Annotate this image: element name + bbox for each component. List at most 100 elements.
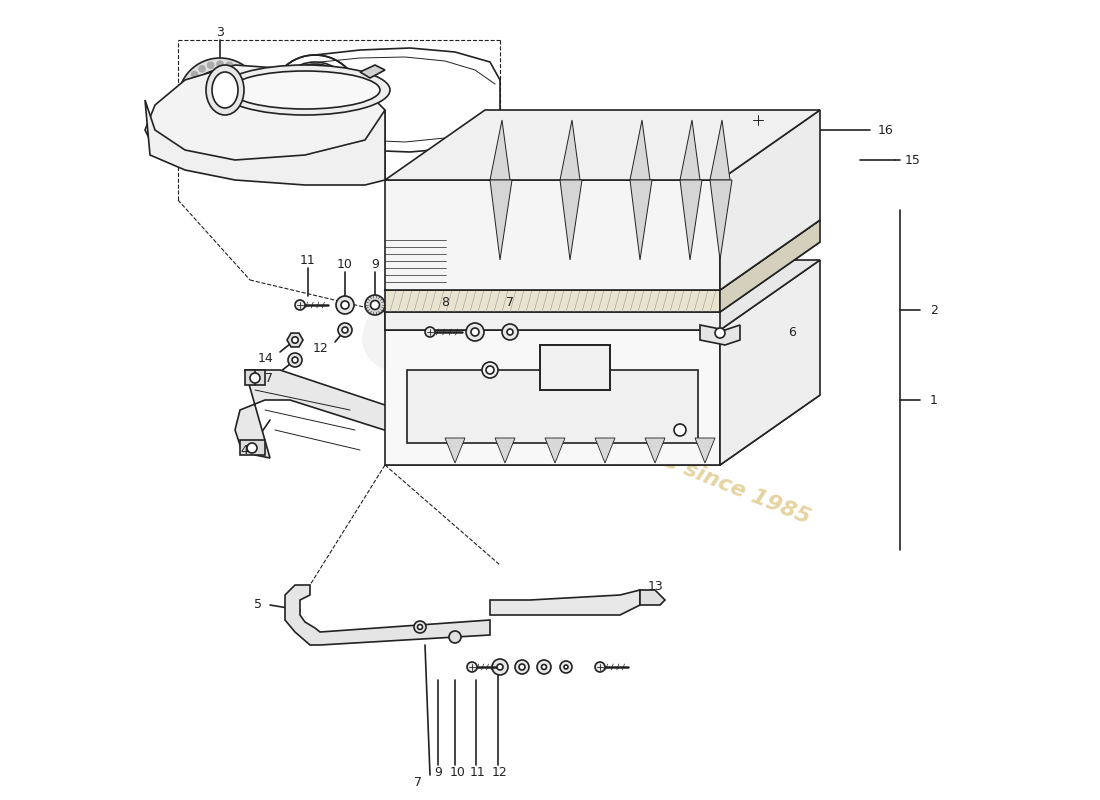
Circle shape xyxy=(560,661,572,673)
Circle shape xyxy=(250,373,260,383)
Ellipse shape xyxy=(230,71,380,109)
Text: 15: 15 xyxy=(905,154,921,166)
Circle shape xyxy=(249,79,254,85)
Polygon shape xyxy=(680,120,700,180)
Circle shape xyxy=(182,97,187,103)
Polygon shape xyxy=(645,438,665,463)
Circle shape xyxy=(292,337,298,343)
Circle shape xyxy=(191,71,198,78)
Circle shape xyxy=(497,664,503,670)
Polygon shape xyxy=(235,370,430,458)
Text: 4: 4 xyxy=(240,443,248,457)
Circle shape xyxy=(468,662,477,672)
Polygon shape xyxy=(560,120,580,180)
Circle shape xyxy=(341,301,349,309)
Circle shape xyxy=(541,665,547,670)
Circle shape xyxy=(466,323,484,341)
Circle shape xyxy=(208,132,213,138)
Circle shape xyxy=(242,122,249,129)
Text: 11: 11 xyxy=(300,254,316,266)
Ellipse shape xyxy=(212,72,238,108)
Circle shape xyxy=(235,128,241,134)
Text: 7: 7 xyxy=(414,775,422,789)
Polygon shape xyxy=(245,370,265,385)
Polygon shape xyxy=(595,438,615,463)
Text: 7: 7 xyxy=(506,297,514,310)
Circle shape xyxy=(415,423,425,433)
Circle shape xyxy=(252,88,257,94)
Polygon shape xyxy=(640,590,666,605)
Circle shape xyxy=(248,443,257,453)
Circle shape xyxy=(190,70,250,130)
Circle shape xyxy=(199,66,205,72)
Polygon shape xyxy=(360,65,385,78)
Polygon shape xyxy=(544,438,565,463)
Polygon shape xyxy=(680,180,702,260)
Circle shape xyxy=(502,324,518,340)
Circle shape xyxy=(342,327,348,333)
Circle shape xyxy=(492,659,508,675)
Polygon shape xyxy=(385,312,720,330)
Circle shape xyxy=(242,71,249,78)
Text: euro: euro xyxy=(341,247,759,493)
Circle shape xyxy=(198,78,242,122)
Polygon shape xyxy=(385,290,720,312)
Polygon shape xyxy=(385,330,720,465)
Ellipse shape xyxy=(220,65,390,115)
Text: 5: 5 xyxy=(254,598,262,611)
Polygon shape xyxy=(720,220,820,312)
Circle shape xyxy=(186,115,191,121)
Circle shape xyxy=(425,327,435,337)
Circle shape xyxy=(270,55,360,145)
Circle shape xyxy=(227,62,232,68)
Circle shape xyxy=(507,329,513,335)
Circle shape xyxy=(537,660,551,674)
Text: 7: 7 xyxy=(265,371,273,385)
Circle shape xyxy=(183,88,188,94)
Text: 8: 8 xyxy=(441,297,449,310)
Circle shape xyxy=(365,295,385,315)
Text: a passion for cars since 1985: a passion for cars since 1985 xyxy=(466,372,813,528)
Polygon shape xyxy=(446,438,465,463)
Circle shape xyxy=(183,106,188,112)
Polygon shape xyxy=(490,590,640,615)
Text: 14: 14 xyxy=(257,351,273,365)
Text: 10: 10 xyxy=(450,766,466,778)
Circle shape xyxy=(287,72,343,128)
Circle shape xyxy=(217,61,223,67)
Circle shape xyxy=(371,301,380,310)
Text: 16: 16 xyxy=(878,123,893,137)
Circle shape xyxy=(449,631,461,643)
Circle shape xyxy=(519,664,525,670)
Circle shape xyxy=(564,665,568,669)
Polygon shape xyxy=(145,65,385,180)
Circle shape xyxy=(595,662,605,672)
Circle shape xyxy=(288,353,302,367)
Polygon shape xyxy=(630,180,652,260)
Circle shape xyxy=(450,632,460,642)
Polygon shape xyxy=(720,260,820,465)
Polygon shape xyxy=(490,180,512,260)
Polygon shape xyxy=(240,440,265,455)
Polygon shape xyxy=(700,325,740,345)
Circle shape xyxy=(208,62,213,68)
Polygon shape xyxy=(710,120,730,180)
Circle shape xyxy=(212,92,228,108)
Circle shape xyxy=(178,58,262,142)
Circle shape xyxy=(206,86,234,114)
Circle shape xyxy=(199,128,205,134)
Circle shape xyxy=(715,328,725,338)
Polygon shape xyxy=(710,180,732,260)
Text: 9: 9 xyxy=(371,258,378,271)
Text: 11: 11 xyxy=(470,766,486,778)
Circle shape xyxy=(249,115,254,121)
Polygon shape xyxy=(720,110,820,290)
Circle shape xyxy=(418,625,422,630)
Polygon shape xyxy=(560,180,582,260)
Circle shape xyxy=(486,366,494,374)
Text: 3: 3 xyxy=(216,26,224,38)
Polygon shape xyxy=(630,120,650,180)
Polygon shape xyxy=(490,120,510,180)
Circle shape xyxy=(217,133,223,139)
Polygon shape xyxy=(385,180,720,290)
